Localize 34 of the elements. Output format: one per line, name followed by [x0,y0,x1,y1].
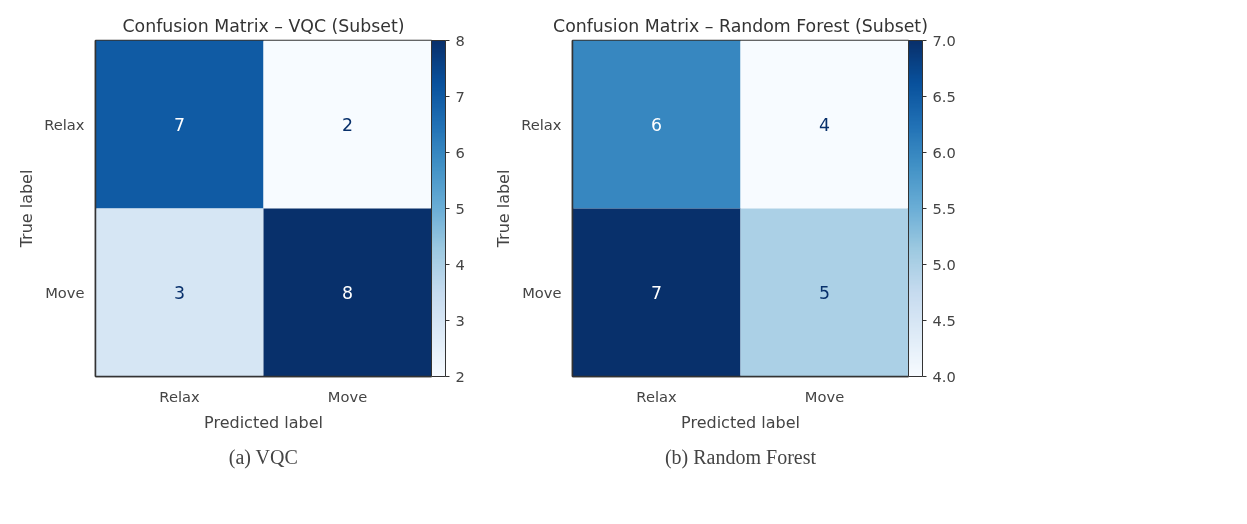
color-bar-label: 4.0 [932,367,956,385]
x-tick-label: Relax [159,387,200,405]
chart-title: Confusion Matrix – VQC (Subset) [122,15,405,36]
text: (b) Random Forest [664,445,817,469]
x-tick-label: Move [804,387,845,405]
data-label: 7 [650,283,663,303]
color-bar-label: 6 [455,143,465,161]
color-bar-label: 2 [455,367,465,385]
color-bar-label: 4.5 [932,311,956,329]
x-tick-label: Relax [636,387,677,405]
data-label: 2 [341,115,354,135]
color-bar-label: 5 [455,199,465,217]
chart-title: Confusion Matrix – Random Forest (Subset) [553,15,928,36]
data-label: 6 [650,115,663,135]
color-bar-label: 5.0 [932,255,956,273]
data-label: 8 [341,283,354,303]
data-label: 3 [173,283,186,303]
y-axis-title: True label [17,169,37,249]
color-bar-label: 7 [455,87,465,105]
x-tick-label: Move [327,387,368,405]
color-bar-label: 8 [455,31,465,49]
data-label: 7 [173,115,186,135]
color-bar-label: 7.0 [932,31,956,49]
x-axis-title: Predicted label [204,412,323,432]
color-bar-label: 4 [455,255,465,273]
data-label: 5 [818,283,831,303]
y-axis-title: True label [494,169,514,249]
color-bar-label: 6.5 [932,87,956,105]
text: (a) VQC [228,445,298,469]
color-bar-label: 5.5 [932,199,956,217]
x-axis-title: Predicted label [681,412,800,432]
color-bar-label: 3 [455,311,465,329]
color-bar-label: 6.0 [932,143,956,161]
data-label: 4 [818,115,831,135]
